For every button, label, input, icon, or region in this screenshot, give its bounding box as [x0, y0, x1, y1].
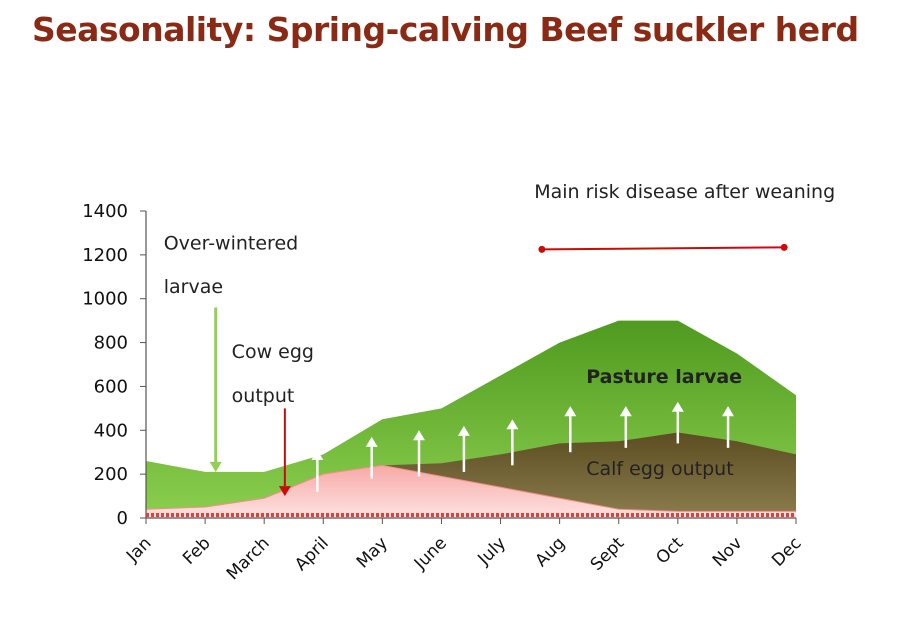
data-point-s2-2 [263, 497, 266, 500]
annotation-calf-egg-output: Calf egg output [586, 458, 733, 480]
arrows [209, 243, 788, 497]
data-point-s2-7 [558, 497, 561, 500]
y-tick-label: 400 [94, 420, 128, 441]
data-point-s0-9 [676, 319, 679, 322]
series-area-cow-egg-output [146, 465, 796, 518]
annotation-cow-egg-line2: output [232, 385, 295, 407]
risk-period-end [780, 243, 788, 251]
arrow-up-5-head [564, 406, 577, 417]
y-tick-label: 1000 [82, 289, 128, 310]
y-tick-label: 600 [94, 376, 128, 397]
data-point-s1-7 [558, 442, 561, 445]
data-point-s1-11 [795, 453, 798, 456]
series-line-cow-egg-output [145, 464, 796, 512]
data-point-s1-6 [499, 453, 502, 456]
data-point-s0-10 [735, 352, 738, 355]
x-tick-label: July [474, 533, 510, 569]
annotations: Over-wintered larvae Cow egg output Pasture … [164, 181, 835, 480]
data-point-s2-11 [795, 510, 798, 513]
risk-period-start [538, 245, 546, 253]
data-point-s0-11 [795, 394, 798, 397]
x-tick-label: Jan [122, 533, 155, 566]
data-point-s0-5 [440, 407, 443, 410]
annotation-risk-text: Main risk disease after weaning [534, 181, 835, 203]
data-point-s0-4 [381, 418, 384, 421]
data-point-s1-10 [735, 440, 738, 443]
x-tick-label: Nov [709, 533, 747, 571]
x-tick-label: Dec [768, 533, 805, 570]
data-point-s2-4 [381, 464, 384, 467]
arrow-over-wintered-head [209, 461, 222, 472]
data-point-s2-8 [617, 508, 620, 511]
x-tick-label: April [291, 533, 333, 575]
arrow-cow-egg-head [278, 486, 291, 497]
y-tick-label: 200 [94, 464, 128, 485]
y-tick-label: 0 [117, 508, 128, 529]
x-tick-label: June [410, 533, 451, 574]
arrow-up-4-head [506, 419, 519, 430]
axes [140, 210, 797, 524]
arrow-up-0-head [311, 450, 324, 460]
y-tick-label: 800 [94, 333, 128, 354]
data-point-s1-5 [440, 462, 443, 465]
y-tick-label: 1400 [82, 201, 128, 222]
arrow-up-3-head [457, 425, 470, 436]
arrow-up-7-head [671, 401, 684, 412]
data-point-s0-8 [617, 319, 620, 322]
data-point-s0-1 [204, 470, 207, 473]
x-tick-label: Sept [587, 533, 629, 575]
x-tick-label: May [353, 533, 392, 572]
arrow-up-1-head [365, 436, 378, 447]
annotation-over-wintered-line2: larvae [164, 276, 223, 298]
x-tick-label: Aug [532, 533, 570, 571]
data-point-s2-10 [735, 510, 738, 513]
x-tick-label: March [223, 533, 274, 584]
data-point-s2-5 [440, 475, 443, 478]
data-point-s1-8 [617, 440, 620, 443]
y-tick-label: 1200 [82, 245, 128, 266]
annotation-cow-egg-line1: Cow egg [232, 341, 314, 363]
data-point-s2-1 [204, 506, 207, 509]
arrow-up-2-head [413, 430, 425, 441]
data-point-s2-3 [322, 473, 325, 476]
x-tick-label: Feb [179, 533, 214, 568]
slide-title: Seasonality: Spring-calving Beef suckler… [32, 10, 859, 49]
annotation-over-wintered-line1: Over-wintered [164, 232, 298, 254]
risk-period-line [541, 246, 785, 251]
arrow-up-6-head [619, 406, 632, 417]
data-point-s0-3 [322, 453, 325, 456]
data-point-s2-9 [676, 510, 679, 513]
x-tick-label: Oct [652, 533, 687, 568]
data-point-s0-7 [558, 341, 561, 344]
series-areas [145, 319, 798, 518]
data-point-s0-6 [499, 374, 502, 377]
annotation-pasture-larvae: Pasture larvae [586, 366, 742, 388]
arrow-up-8-head [722, 406, 734, 417]
data-point-s0-2 [263, 470, 266, 473]
data-point-s2-6 [499, 486, 502, 489]
